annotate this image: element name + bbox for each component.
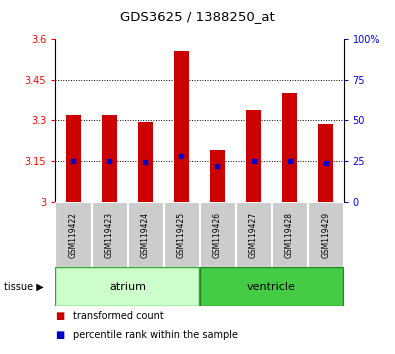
Text: ■: ■ [55, 330, 64, 339]
FancyBboxPatch shape [272, 202, 307, 267]
Text: GSM119424: GSM119424 [141, 211, 150, 258]
Text: GSM119426: GSM119426 [213, 211, 222, 258]
Text: GSM119427: GSM119427 [249, 211, 258, 258]
Bar [66, 115, 81, 202]
Text: GSM119428: GSM119428 [285, 212, 294, 257]
FancyBboxPatch shape [199, 267, 344, 306]
FancyBboxPatch shape [308, 202, 344, 267]
Text: tissue ▶: tissue ▶ [4, 282, 44, 292]
FancyBboxPatch shape [128, 202, 163, 267]
Text: percentile rank within the sample: percentile rank within the sample [73, 330, 238, 339]
Text: ventricle: ventricle [247, 282, 296, 292]
Text: GSM119425: GSM119425 [177, 211, 186, 258]
Text: ■: ■ [55, 311, 64, 321]
FancyBboxPatch shape [236, 202, 271, 267]
Bar [102, 115, 117, 202]
FancyBboxPatch shape [164, 202, 199, 267]
Text: GSM119423: GSM119423 [105, 211, 114, 258]
Text: GDS3625 / 1388250_at: GDS3625 / 1388250_at [120, 10, 275, 23]
Text: transformed count: transformed count [73, 311, 164, 321]
FancyBboxPatch shape [55, 267, 199, 306]
Bar [282, 93, 297, 202]
FancyBboxPatch shape [92, 202, 127, 267]
Bar [210, 150, 225, 202]
FancyBboxPatch shape [199, 202, 235, 267]
Text: GSM119429: GSM119429 [321, 211, 330, 258]
Bar [138, 122, 152, 202]
FancyBboxPatch shape [55, 202, 91, 267]
Bar [246, 109, 261, 202]
Bar [174, 51, 189, 202]
Bar [318, 125, 333, 202]
Text: GSM119422: GSM119422 [69, 212, 78, 257]
Text: atrium: atrium [109, 282, 146, 292]
